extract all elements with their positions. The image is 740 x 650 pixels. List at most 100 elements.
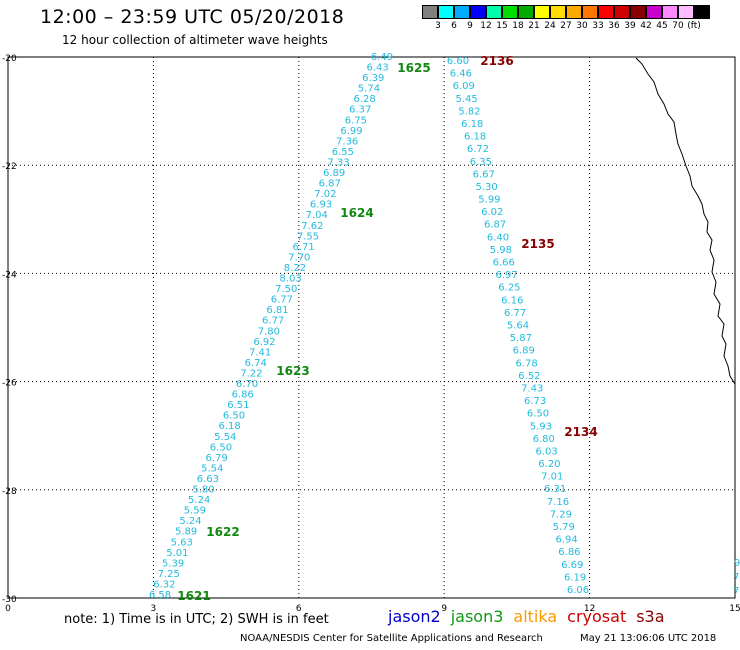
- swh-value: 5.89: [175, 527, 197, 538]
- pass-time-label: 1621: [177, 589, 210, 603]
- legend-label: 36: [608, 21, 620, 31]
- map-subtitle: 12 hour collection of altimeter wave hei…: [62, 33, 328, 47]
- legend-label: 24: [544, 21, 556, 31]
- swh-value: 6.06: [567, 585, 589, 596]
- swh-value: 6.37: [349, 105, 371, 116]
- swh-value: 6.50: [210, 442, 232, 453]
- swh-value: 6.58: [149, 590, 171, 601]
- swh-value: 6.72: [467, 144, 489, 155]
- swh-value: 5.80: [192, 485, 214, 496]
- legend-label: 9: [467, 21, 473, 31]
- legend-swatch: [518, 5, 534, 19]
- swh-value: 7.33: [327, 157, 349, 168]
- swh-value: 6.97: [495, 270, 517, 281]
- legend-swatch: [694, 5, 710, 19]
- lon-tick-label: 6: [296, 604, 302, 614]
- swh-value: 6.49: [371, 52, 393, 63]
- swh-value: 5.54: [214, 432, 236, 443]
- swh-value: 6.69: [561, 560, 583, 571]
- swh-value: 5.87: [510, 333, 532, 344]
- legend-label: 70: [672, 21, 684, 31]
- swh-value: 6.32: [153, 579, 175, 590]
- legend-swatch: [646, 5, 662, 19]
- lon-tick-label: 3: [151, 604, 157, 614]
- legend-label: 3: [435, 21, 441, 31]
- legend-label: 45: [656, 21, 668, 31]
- swh-value: 5.39: [162, 558, 184, 569]
- swh-value: 7.55: [297, 231, 319, 242]
- swh-value: 6.03: [535, 446, 557, 457]
- pass-time-label: 1625: [397, 61, 430, 75]
- map-frame: [7, 56, 736, 599]
- swh-value: 6.81: [266, 305, 288, 316]
- legend-swatch: [486, 5, 502, 19]
- coastline: [635, 57, 736, 385]
- lon-tick-label: 12: [584, 604, 595, 614]
- color-legend: 3 6 9 12 15 18 21 24 27 30 33 36 39 42 45 70 (ft): [422, 5, 710, 33]
- lat-tick-label: -28: [2, 487, 17, 497]
- swh-value: 6.77: [271, 295, 293, 306]
- credit-line: NOAA/NESDIS Center for Satellite Applica…: [240, 633, 543, 644]
- swh-value: 5.74: [358, 84, 380, 95]
- swh-value: 6.94: [555, 535, 577, 546]
- swh-value: 6.93: [310, 200, 332, 211]
- swh-value: 5.30: [475, 182, 497, 193]
- swh-value: 7.29: [550, 509, 572, 520]
- swh-value: 6.86: [558, 547, 580, 558]
- legend-label: 42: [640, 21, 652, 31]
- satellite-cryosat: cryosat: [567, 607, 627, 626]
- swh-value: 7.22: [240, 368, 262, 379]
- swh-value: 6.52: [518, 371, 540, 382]
- swh-value: 7.80: [258, 326, 280, 337]
- legend-swatch: [630, 5, 646, 19]
- swh-value: 6.78: [515, 358, 537, 369]
- legend-label: 15: [496, 21, 508, 31]
- swh-value: 8.22: [284, 263, 306, 274]
- swh-value: 7.25: [158, 569, 180, 580]
- swh-value: 6.79: [205, 453, 227, 464]
- swh-value: 6.71: [293, 242, 315, 253]
- swh-value: 6.75: [345, 115, 367, 126]
- legend-swatch: [662, 5, 678, 19]
- swh-value: 6.63: [197, 474, 219, 485]
- swh-value: 5.63: [171, 537, 193, 548]
- swh-value: 7.70: [288, 252, 310, 263]
- swh-value: 6.51: [227, 400, 249, 411]
- swh-value: 6.74: [245, 358, 267, 369]
- swh-value: 6.92: [253, 337, 275, 348]
- legend-label: 18: [512, 21, 524, 31]
- pass-time-label: 2134: [564, 425, 597, 439]
- legend-label: 12: [480, 21, 492, 31]
- legend-label: (ft): [687, 21, 701, 31]
- swh-value: 6.60: [447, 56, 469, 67]
- footer-note: note: 1) Time is in UTC; 2) SWH is in fe…: [64, 612, 329, 627]
- swh-value: 6.39: [362, 73, 384, 84]
- legend-label: 21: [528, 21, 540, 31]
- legend-swatch: [678, 5, 694, 19]
- swh-value: 6.18: [461, 119, 483, 130]
- swh-value: 5.64: [507, 321, 529, 332]
- satellite-s3a: s3a: [636, 607, 665, 626]
- swh-value: 5.79: [553, 522, 575, 533]
- swh-value: 5.54: [201, 463, 223, 474]
- legend-swatch: [598, 5, 614, 19]
- swh-value: 6.89: [513, 346, 535, 357]
- legend-swatch: [454, 5, 470, 19]
- swh-value: 6.66: [493, 258, 515, 269]
- swh-value: 6.77: [504, 308, 526, 319]
- legend-label: 39: [624, 21, 636, 31]
- swh-value: 6.99: [340, 126, 362, 137]
- swh-value: 6.31: [544, 484, 566, 495]
- legend-swatch: [422, 5, 438, 19]
- swh-value: 6.80: [533, 434, 555, 445]
- legend-labels: 3 6 9 12 15 18 21 24 27 30 33 36 39 42 45 70 (ft): [422, 19, 710, 33]
- lon-tick-label: 15: [729, 604, 740, 614]
- legend-swatch: [470, 5, 486, 19]
- legend-swatch: [534, 5, 550, 19]
- swh-value: 7.62: [301, 221, 323, 232]
- lat-tick-label: -20: [2, 54, 17, 64]
- swh-value: 7.41: [249, 347, 271, 358]
- satellite-jason3: jason3: [450, 607, 504, 626]
- swh-value: 7.43: [521, 383, 543, 394]
